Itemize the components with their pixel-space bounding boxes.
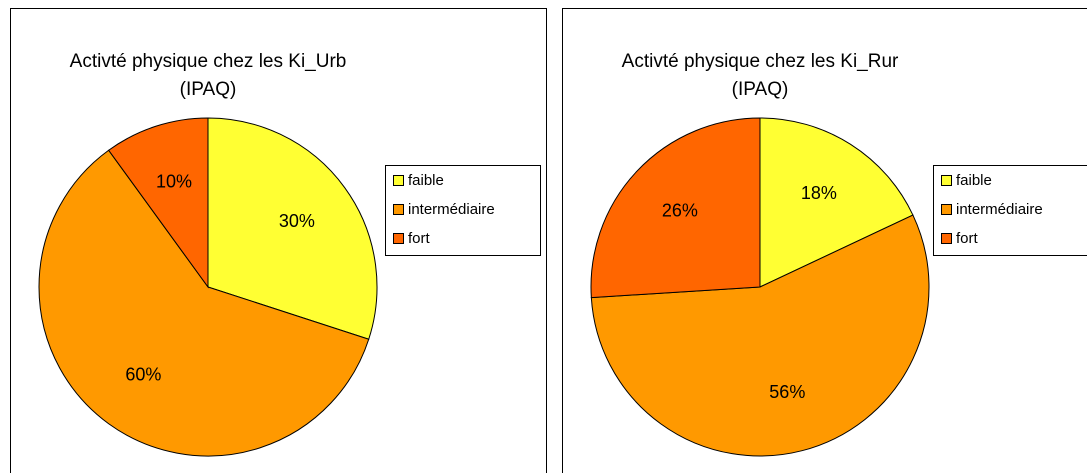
legend-label: intermédiaire bbox=[956, 201, 1043, 218]
value-label: 30% bbox=[279, 211, 315, 231]
value-label: 26% bbox=[662, 201, 698, 221]
pie-slice bbox=[590, 214, 930, 457]
legend-swatch bbox=[941, 204, 952, 215]
pie-slice bbox=[107, 117, 209, 289]
legend-label: fort bbox=[408, 230, 431, 247]
value-label: 10% bbox=[156, 171, 192, 191]
legend-swatch bbox=[393, 233, 404, 244]
legend-label: intermédiaire bbox=[408, 201, 495, 218]
legend-swatch bbox=[941, 175, 952, 186]
pie-slice bbox=[38, 149, 370, 457]
value-label: 18% bbox=[801, 183, 837, 203]
pie-slice bbox=[590, 117, 761, 299]
legend-label: faible bbox=[956, 172, 992, 189]
legend-swatch bbox=[393, 175, 404, 186]
chart-title: Activté physique chez les Ki_Rur bbox=[622, 51, 899, 72]
value-label: 56% bbox=[769, 382, 805, 402]
legend-box bbox=[933, 165, 1087, 256]
pie-slice bbox=[207, 117, 378, 340]
legend-swatch bbox=[393, 204, 404, 215]
chart-title: Activté physique chez les Ki_Urb bbox=[70, 51, 347, 72]
legend-label: faible bbox=[408, 172, 444, 189]
pie-slice bbox=[759, 117, 914, 288]
legend-swatch bbox=[941, 233, 952, 244]
value-label: 60% bbox=[125, 365, 161, 385]
chart-subtitle: (IPAQ) bbox=[732, 79, 789, 100]
chart-subtitle: (IPAQ) bbox=[180, 79, 237, 100]
legend-box bbox=[385, 165, 541, 256]
legend-label: fort bbox=[956, 230, 979, 247]
